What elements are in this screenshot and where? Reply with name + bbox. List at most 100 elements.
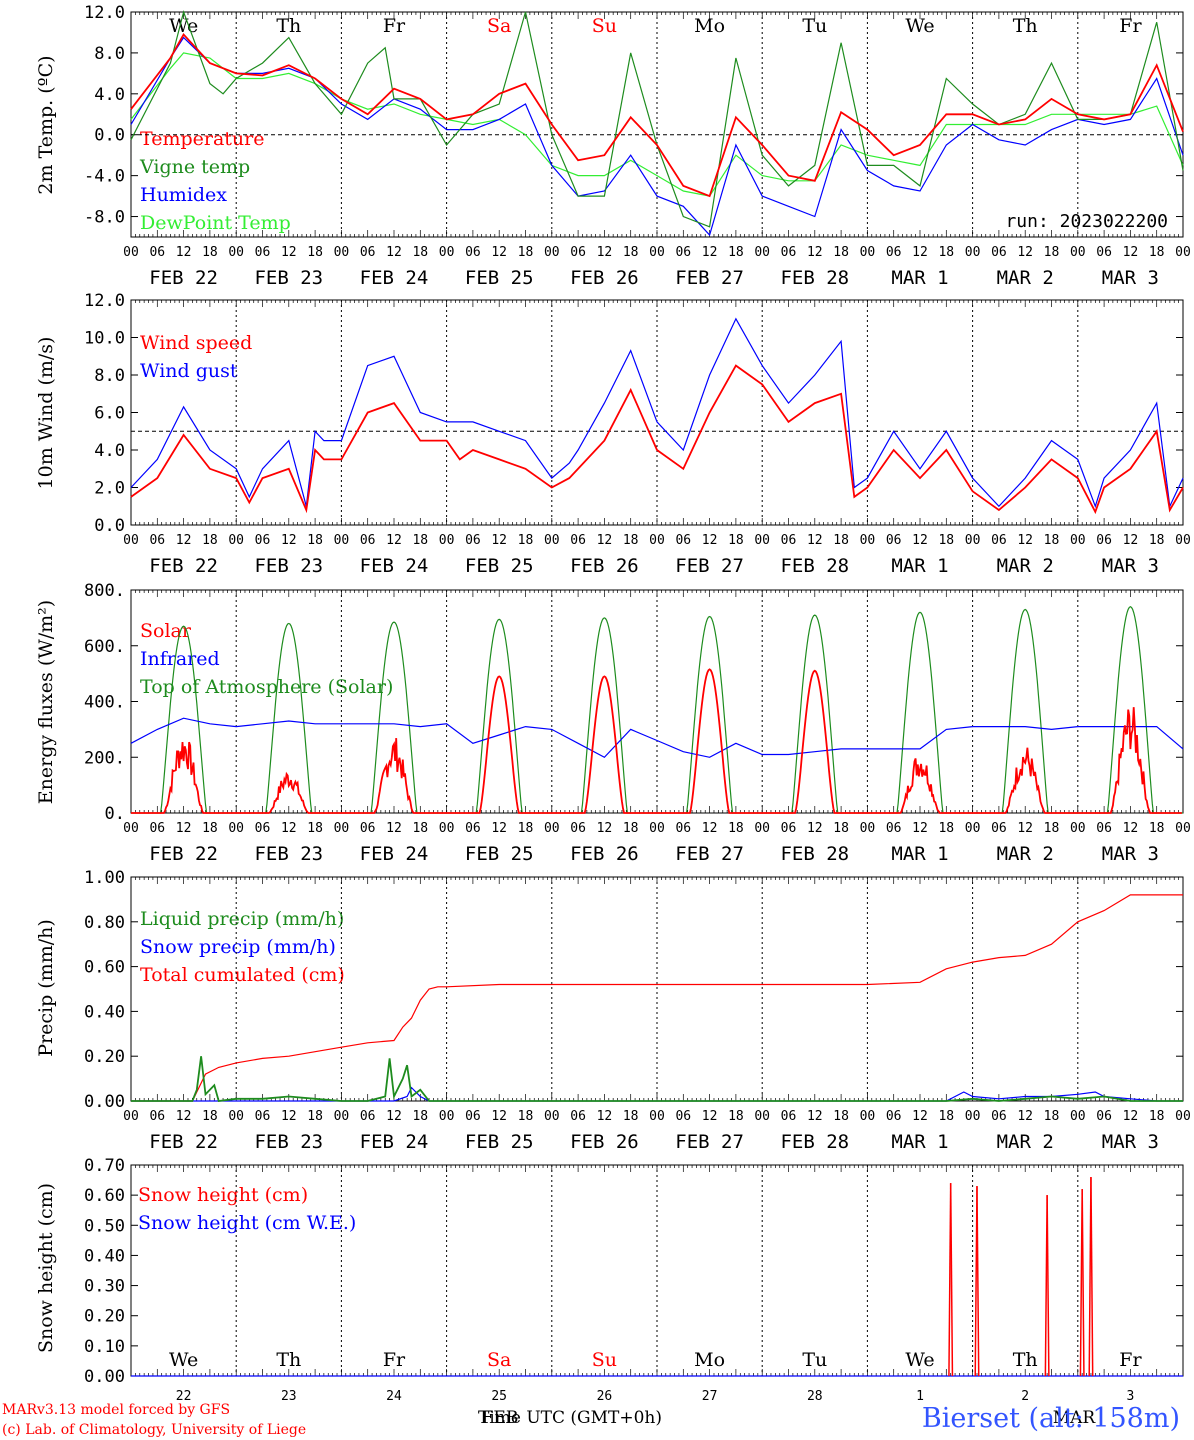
hour-tick-label: 12 xyxy=(386,1109,402,1124)
hour-tick-label: 18 xyxy=(623,533,639,548)
model-credit: MARv3.13 model forced by GFS xyxy=(2,1402,230,1418)
hour-tick-label: 06 xyxy=(255,533,271,548)
day-number-label: 27 xyxy=(702,1389,718,1404)
hour-tick-label: 00 xyxy=(334,533,350,548)
date-label: MAR 3 xyxy=(1102,1131,1159,1153)
hour-tick-label: 12 xyxy=(386,533,402,548)
hour-tick-label: 12 xyxy=(912,1109,928,1124)
hour-tick-label: 12 xyxy=(281,1109,297,1124)
weekday-label: Fr xyxy=(1119,1349,1142,1371)
hour-tick-label: 06 xyxy=(255,1109,271,1124)
hour-tick-label: 12 xyxy=(1123,821,1139,836)
hour-tick-label: 18 xyxy=(412,245,428,260)
y-tick-label: 10.0 xyxy=(84,329,125,349)
y-tick-label: 0.40 xyxy=(84,1246,125,1266)
hour-tick-label: 12 xyxy=(281,533,297,548)
hour-tick-label: 18 xyxy=(307,1109,323,1124)
hour-tick-label: 00 xyxy=(1070,533,1086,548)
hour-tick-label: 00 xyxy=(123,821,139,836)
hour-tick-label: 06 xyxy=(255,821,271,836)
date-label: FEB 25 xyxy=(465,267,534,289)
temperature-legend: Temperature Vigne temp Humidex DewPoint … xyxy=(139,128,291,234)
y-tick-label: 0.40 xyxy=(84,1002,125,1022)
weekday-label: Sa xyxy=(487,15,511,37)
hour-tick-label: 12 xyxy=(912,821,928,836)
hour-tick-label: 00 xyxy=(965,533,981,548)
hour-tick-label: 00 xyxy=(860,533,876,548)
hour-tick-label: 18 xyxy=(728,821,744,836)
hour-tick-label: 00 xyxy=(649,821,665,836)
y-tick-label: 0.60 xyxy=(84,958,125,978)
hour-tick-label: 00 xyxy=(1070,1109,1086,1124)
hour-tick-label: 06 xyxy=(465,821,481,836)
y-tick-label: 0.0 xyxy=(94,516,125,536)
y-tick-label: 1.00 xyxy=(84,868,125,888)
hour-tick-label: 00 xyxy=(334,1109,350,1124)
hour-tick-label: 18 xyxy=(938,1109,954,1124)
hour-tick-label: 18 xyxy=(1044,245,1060,260)
hour-tick-label: 06 xyxy=(149,245,165,260)
legend-liquid-precip: Liquid precip (mm/h) xyxy=(140,908,344,930)
legend-temperature: Temperature xyxy=(140,128,264,150)
day-number-label: 28 xyxy=(807,1389,823,1404)
date-label: FEB 26 xyxy=(570,843,639,865)
date-label: MAR 2 xyxy=(997,555,1054,577)
y-tick-label: 0.30 xyxy=(84,1277,125,1297)
hour-tick-label: 06 xyxy=(1096,533,1112,548)
hour-tick-label: 12 xyxy=(1123,533,1139,548)
energy-panel: Energy fluxes (W/m²) Solar Infrared Top … xyxy=(35,581,1191,865)
date-label: FEB 24 xyxy=(360,555,429,577)
y-tick-label: 0.60 xyxy=(84,1186,125,1206)
y-tick-label: 0.70 xyxy=(84,1156,125,1176)
hour-tick-label: 06 xyxy=(360,821,376,836)
hour-tick-label: 06 xyxy=(886,1109,902,1124)
energy-axis-title: Energy fluxes (W/m²) xyxy=(35,600,57,804)
y-tick-label: 0.20 xyxy=(84,1047,125,1067)
hour-tick-label: 18 xyxy=(623,245,639,260)
weekday-label: Fr xyxy=(383,1349,406,1371)
legend-snow-height: Snow height (cm) xyxy=(138,1184,308,1206)
date-label: MAR 2 xyxy=(997,267,1054,289)
hour-tick-label: 12 xyxy=(386,821,402,836)
weekday-label: Tu xyxy=(802,15,827,37)
hour-tick-label: 18 xyxy=(518,245,534,260)
date-label: MAR 3 xyxy=(1102,267,1159,289)
energy-legend: Solar Infrared Top of Atmosphere (Solar) xyxy=(140,620,393,698)
hour-tick-label: 06 xyxy=(1096,1109,1112,1124)
hour-tick-label: 18 xyxy=(307,533,323,548)
weekday-label: Fr xyxy=(383,15,406,37)
weekday-label: Th xyxy=(276,15,301,37)
date-label: FEB 27 xyxy=(675,555,744,577)
hour-tick-label: 18 xyxy=(833,821,849,836)
hour-tick-label: 18 xyxy=(202,821,218,836)
hour-tick-label: 12 xyxy=(912,245,928,260)
series-line-liquid-precip-mm-h- xyxy=(131,1056,1183,1102)
hour-tick-label: 00 xyxy=(439,533,455,548)
date-label: MAR 1 xyxy=(891,555,948,577)
hour-tick-label: 18 xyxy=(938,245,954,260)
legend-vigne-temp: Vigne temp xyxy=(139,156,250,178)
weekday-label: Th xyxy=(1013,15,1038,37)
hour-tick-label: 00 xyxy=(123,533,139,548)
date-label: MAR 1 xyxy=(891,843,948,865)
hour-tick-label: 06 xyxy=(465,245,481,260)
snow-height-spike xyxy=(1090,1177,1094,1377)
hour-tick-label: 00 xyxy=(123,245,139,260)
hour-tick-label: 12 xyxy=(176,821,192,836)
legend-infrared: Infrared xyxy=(140,648,220,670)
footer: MARv3.13 model forced by GFS (c) Lab. of… xyxy=(2,1402,1180,1438)
day-number-label: 25 xyxy=(491,1389,507,1404)
hour-tick-label: 12 xyxy=(807,821,823,836)
hour-tick-label: 18 xyxy=(833,245,849,260)
hour-tick-label: 12 xyxy=(807,533,823,548)
hour-tick-label: 12 xyxy=(176,245,192,260)
snow-height-spike xyxy=(949,1183,954,1377)
snow-axis-title: Snow height (cm) xyxy=(35,1183,57,1353)
hour-tick-label: 18 xyxy=(1044,821,1060,836)
time-axis-month-mar: MAR xyxy=(1053,1408,1097,1428)
precip-panel: Precip (mm/h) Liquid precip (mm/h) Snow … xyxy=(35,868,1191,1153)
hour-tick-label: 18 xyxy=(202,1109,218,1124)
lab-credit: (c) Lab. of Climatology, University of L… xyxy=(2,1422,306,1438)
weekday-label: Sa xyxy=(487,1349,511,1371)
hour-tick-label: 06 xyxy=(781,821,797,836)
